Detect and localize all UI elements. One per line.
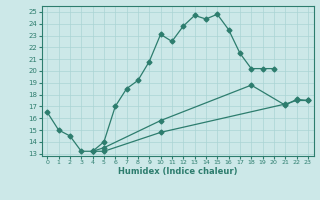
X-axis label: Humidex (Indice chaleur): Humidex (Indice chaleur) [118, 167, 237, 176]
